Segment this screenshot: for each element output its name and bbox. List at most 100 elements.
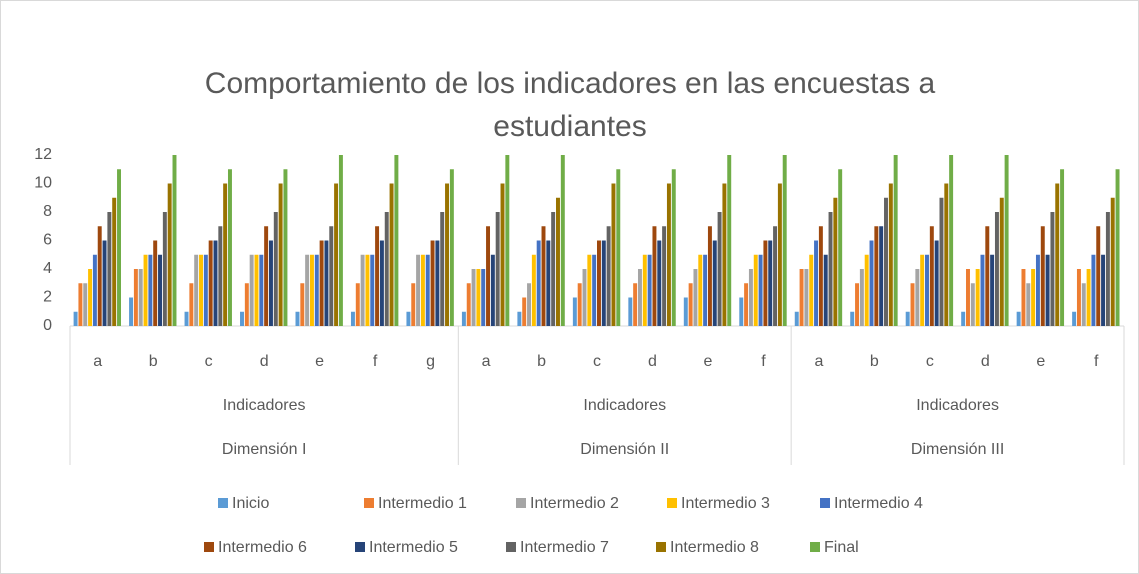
bar (379, 240, 384, 326)
bar (546, 240, 551, 326)
x-tick-label: d (981, 353, 990, 370)
bar (522, 297, 527, 326)
bar (305, 254, 310, 326)
y-tick-label: 4 (43, 260, 52, 277)
group-level-label: Indicadores (916, 397, 999, 414)
legend-label: Intermedio 8 (670, 539, 759, 556)
bar (1040, 226, 1045, 326)
bar (334, 183, 339, 326)
bar (637, 269, 642, 326)
bar (370, 254, 375, 326)
bar (611, 183, 616, 326)
bar (587, 254, 592, 326)
bar (707, 226, 712, 326)
y-tick-label: 0 (43, 317, 52, 334)
legend-label: Intermedio 5 (369, 539, 458, 556)
bar (838, 169, 843, 326)
bar (864, 254, 869, 326)
bar (1026, 283, 1031, 326)
bar (172, 155, 177, 326)
y-tick-label: 10 (34, 175, 52, 192)
bar (440, 212, 445, 326)
bar (314, 254, 319, 326)
bar (703, 254, 708, 326)
bar (782, 155, 787, 326)
bar (278, 183, 283, 326)
bar (794, 311, 799, 326)
bar (966, 269, 970, 326)
bar (1076, 269, 1081, 326)
x-tick-label: c (593, 353, 601, 370)
bar (500, 183, 505, 326)
x-tick-label: f (761, 353, 766, 370)
bar (203, 254, 208, 326)
bar (143, 254, 148, 326)
bar (698, 254, 703, 326)
bar (994, 212, 999, 326)
bar (920, 254, 925, 326)
legend-label: Intermedio 2 (530, 495, 619, 512)
bar (73, 311, 78, 326)
bar (1101, 254, 1106, 326)
bar (425, 254, 430, 326)
bar (888, 183, 893, 326)
bar (893, 155, 898, 326)
bar (961, 311, 966, 326)
bar (411, 283, 416, 326)
bar (268, 240, 273, 326)
x-tick-label: a (482, 353, 491, 370)
bar (1045, 254, 1050, 326)
legend-label: Intermedio 6 (218, 539, 307, 556)
bar (804, 269, 809, 326)
bar (616, 169, 621, 326)
bar (112, 197, 117, 326)
bar (768, 240, 773, 326)
bar (365, 254, 370, 326)
bar (449, 169, 454, 326)
bar (999, 197, 1004, 326)
bar (505, 155, 510, 326)
bar (1072, 311, 1077, 326)
legend-label: Inicio (232, 495, 269, 512)
bar (167, 183, 172, 326)
bar (657, 240, 662, 326)
bar (527, 283, 532, 326)
bar (88, 269, 93, 326)
bar (329, 226, 334, 326)
bar (406, 311, 411, 326)
x-tick-label: a (814, 353, 823, 370)
bar (1050, 212, 1055, 326)
bar (471, 269, 476, 326)
bar (1060, 169, 1065, 326)
bar (1016, 311, 1021, 326)
x-tick-label: d (260, 353, 269, 370)
bar (264, 226, 269, 326)
bar (688, 283, 693, 326)
bar (495, 212, 500, 326)
bar (727, 155, 732, 326)
bar (158, 254, 162, 326)
bar (536, 240, 541, 326)
bar (934, 240, 939, 326)
x-tick-label: e (703, 353, 712, 370)
bar (1086, 269, 1091, 326)
bar (753, 254, 758, 326)
bar (117, 169, 121, 326)
group-level-label: Indicadores (223, 397, 306, 414)
bar (129, 297, 134, 326)
bar (601, 240, 606, 326)
x-tick-label: c (205, 353, 213, 370)
legend-label: Final (824, 539, 859, 556)
x-tick-label: f (373, 353, 378, 370)
bar (683, 297, 688, 326)
bar (490, 254, 495, 326)
bar (712, 240, 717, 326)
bar (577, 283, 582, 326)
bar (259, 254, 264, 326)
bar (389, 183, 394, 326)
legend-swatch (516, 498, 526, 508)
bar (662, 226, 667, 326)
bar (78, 283, 83, 326)
